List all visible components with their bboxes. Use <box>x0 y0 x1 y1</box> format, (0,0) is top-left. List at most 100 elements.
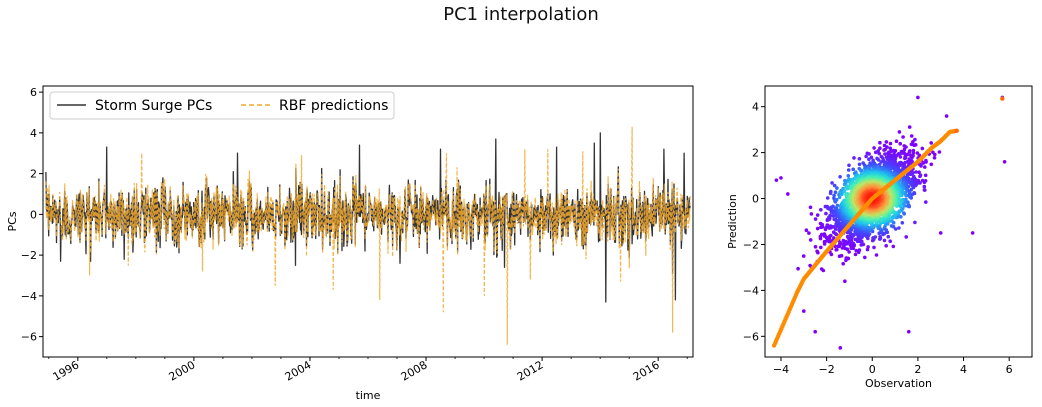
scatter-point <box>863 255 867 260</box>
axes-frame-2 <box>764 85 1033 358</box>
scatter-point <box>813 245 818 249</box>
scatter-point <box>888 141 893 146</box>
scatter-point <box>831 204 835 209</box>
x-axis-label-2: Observation <box>865 377 932 390</box>
y-tick-label-1: −2 <box>21 249 37 262</box>
x-tick-label-2: 2 <box>914 363 921 376</box>
scatter-point <box>900 151 904 155</box>
scatter-point <box>923 165 927 169</box>
scatter-point <box>907 125 912 129</box>
scatter-outlier <box>1002 159 1007 164</box>
scatter-outlier <box>916 95 920 100</box>
scatter-point <box>852 156 856 160</box>
scatter-point <box>897 130 902 134</box>
scatter-point <box>904 145 908 149</box>
scatter-point <box>832 236 836 240</box>
scatter-point <box>878 140 882 145</box>
x-tick-label-2: 6 <box>1006 363 1013 376</box>
y-tick-label-1: 6 <box>30 86 37 99</box>
scatter-point <box>855 180 859 184</box>
scatter-point <box>884 244 888 248</box>
scatter-point <box>882 231 887 236</box>
scatter-point <box>846 168 851 172</box>
y-tick-label-2: −4 <box>743 284 759 297</box>
scatter-outlier <box>786 192 790 196</box>
scatter-point <box>819 232 824 237</box>
scatter-point <box>834 197 839 202</box>
scatter-point <box>854 248 859 253</box>
scatter-point <box>911 151 916 155</box>
scatter-point <box>808 238 813 242</box>
y-axis-label-2: Prediction <box>726 194 739 249</box>
scatter-point <box>872 146 876 150</box>
scatter-point <box>830 181 834 185</box>
y-axis-label-1: PCs <box>6 211 19 231</box>
scatter-point <box>914 170 918 174</box>
scatter-point <box>889 224 894 228</box>
scatter-point <box>842 189 847 194</box>
scatter-point <box>921 161 925 165</box>
scatter-point <box>882 148 886 152</box>
scatter-point <box>878 146 882 150</box>
scatter-point <box>808 263 812 268</box>
scatter-point <box>828 213 832 218</box>
x-tick-label-2: 4 <box>960 363 967 376</box>
scatter-point <box>847 250 851 254</box>
scatter-point <box>857 162 862 167</box>
scatter-point <box>828 191 833 196</box>
scatter-point <box>815 249 819 254</box>
scatter-point <box>874 253 879 257</box>
scatter-point <box>883 152 887 156</box>
scatter-outlier <box>938 231 943 235</box>
scatter-point <box>796 266 800 271</box>
x-tick-label-2: −4 <box>773 363 789 376</box>
scatter-point <box>922 188 927 192</box>
x-tick-label-2: −2 <box>819 363 835 376</box>
scatter-point <box>892 150 896 154</box>
scatter-point <box>829 233 833 238</box>
scatter-point <box>864 154 868 159</box>
scatter-point <box>905 200 910 205</box>
scatter-point <box>861 242 866 247</box>
plot-area-2 <box>765 86 1032 357</box>
x-tick-label-1: 2000 <box>167 358 198 383</box>
scatter-point <box>843 239 848 244</box>
scatter-point <box>944 114 949 118</box>
scatter-point <box>901 164 905 169</box>
scatter-point <box>804 228 809 232</box>
scatter-point <box>897 226 901 230</box>
y-tick-label-1: 0 <box>30 208 37 221</box>
scatter-point <box>867 152 871 156</box>
scatter-point <box>909 142 914 147</box>
scatter-outlier <box>970 231 975 235</box>
scatter-point <box>857 157 862 161</box>
scatter-point <box>913 220 917 225</box>
scatter-point <box>846 174 851 178</box>
scatter-point <box>819 267 824 271</box>
y-tick-label-1: 2 <box>30 168 37 181</box>
scatter-point <box>904 235 908 239</box>
y-tick-label-2: −6 <box>743 330 759 343</box>
scatter-point <box>898 141 902 146</box>
scatter-point <box>877 151 881 156</box>
scatter-point <box>851 241 855 246</box>
scatter-point <box>819 208 823 212</box>
scatter-point <box>808 205 813 210</box>
scatter-point <box>873 235 878 239</box>
scatter-point <box>898 204 902 208</box>
scatter-point <box>912 143 916 147</box>
scatter-point <box>911 148 916 153</box>
scatter-point <box>840 192 844 197</box>
scatter-point <box>815 213 820 217</box>
scatter-point <box>873 150 878 155</box>
scatter-point <box>839 253 844 258</box>
y-tick-label-1: −6 <box>21 331 37 344</box>
x-axis-label-1: time <box>356 389 381 402</box>
scatter-point <box>876 158 881 162</box>
scatter-point <box>807 231 811 235</box>
scatter-point <box>865 247 870 252</box>
scatter-point <box>825 196 830 200</box>
scatter-point <box>866 245 870 249</box>
scatter-point <box>907 150 912 154</box>
scatter-point <box>920 146 925 151</box>
